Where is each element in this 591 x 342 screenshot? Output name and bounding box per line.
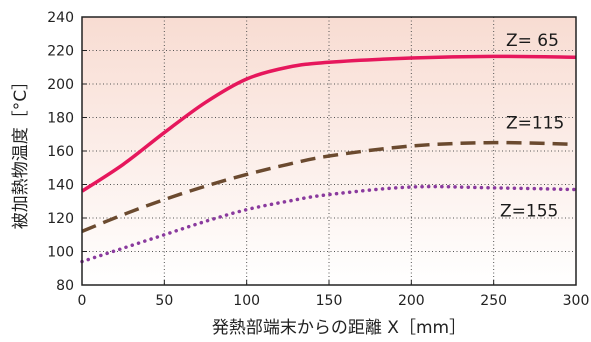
y-tick-label: 200: [47, 77, 74, 93]
y-axis-title: 被加熱物温度［°C］: [11, 73, 31, 229]
x-tick-label: 50: [155, 293, 173, 309]
tick-labels: 0 50 100 150 200 250 300 80 100 120 140 160 180 200 22…: [47, 10, 589, 309]
series-label-3: Z=155: [500, 202, 558, 222]
x-tick-label: 200: [398, 293, 425, 309]
x-tick-label: 250: [480, 293, 507, 309]
series-line-1: [81, 54, 577, 193]
series-label-2: Z=115: [506, 113, 564, 133]
x-tick-label: 0: [78, 293, 87, 309]
x-tick-label: 100: [233, 293, 260, 309]
y-tick-label: 240: [47, 10, 74, 26]
y-tick-label: 160: [47, 144, 74, 160]
x-axis-title: 発熱部端末からの距離 X［mm］: [212, 318, 466, 338]
y-tick-label: 120: [47, 211, 74, 227]
grid-lines: [82, 17, 576, 285]
series-lines: [80, 54, 578, 264]
x-tick-label: 300: [563, 293, 590, 309]
series-labels: Z= 65 Z=115 Z=155: [500, 31, 564, 221]
y-tick-label: 220: [47, 44, 74, 60]
y-tick-label: 140: [47, 178, 74, 194]
y-tick-label: 180: [47, 111, 74, 127]
y-tick-label: 80: [56, 278, 74, 294]
series-line-3: [80, 184, 578, 264]
series-line-2: [81, 140, 577, 234]
series-label-1: Z= 65: [506, 31, 559, 51]
x-tick-label: 150: [316, 293, 343, 309]
y-tick-label: 100: [47, 245, 74, 261]
